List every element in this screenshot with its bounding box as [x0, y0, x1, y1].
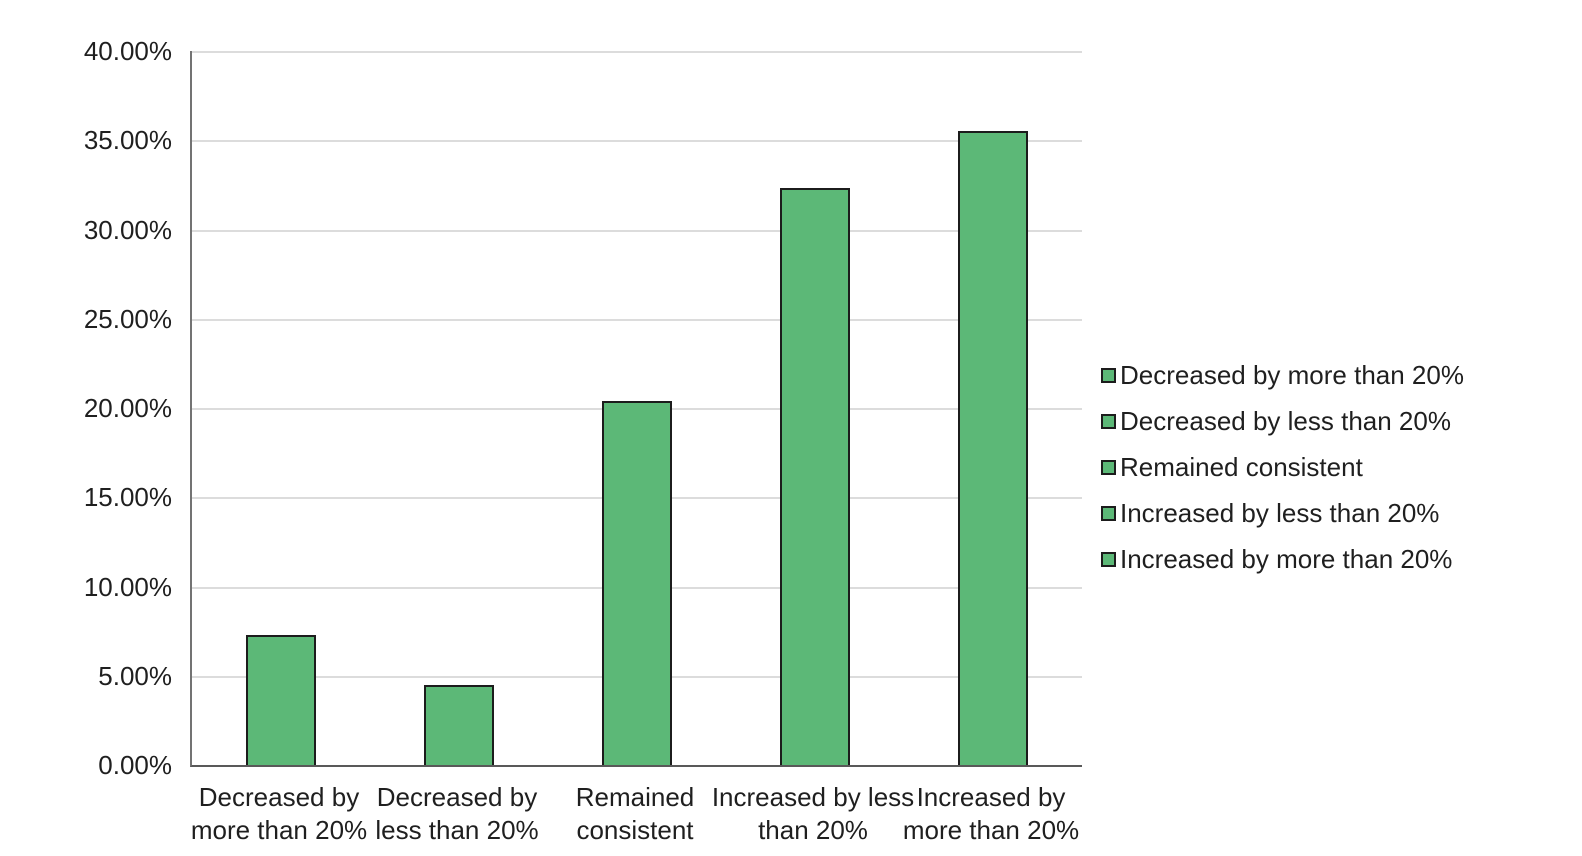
bar-3 [602, 401, 672, 765]
legend-swatch-icon [1101, 413, 1116, 429]
gridline-35 [192, 140, 1082, 142]
x-category-label-line: Increased by less [711, 782, 915, 812]
x-category-label-2: Decreased by less than 20% [317, 781, 597, 847]
x-category-label-4: Increased by less than 20% [673, 781, 953, 847]
legend-swatch-icon [1101, 367, 1116, 383]
legend-item-2: Decreased by less than 20% [1101, 406, 1464, 436]
legend-item-1: Decreased by more than 20% [1101, 360, 1464, 390]
bar-5 [958, 131, 1028, 765]
legend-label: Remained consistent [1120, 452, 1363, 482]
y-tick-label-35: 35.00% [83, 125, 172, 155]
x-category-label-line: than 20% [758, 815, 868, 845]
legend-swatch-icon [1101, 459, 1116, 475]
x-category-label-line: Decreased by [376, 782, 538, 812]
legend-swatch-icon [1101, 505, 1116, 521]
legend-label: Decreased by less than 20% [1120, 406, 1451, 436]
y-tick-label-25: 25.00% [83, 304, 172, 334]
y-tick-label-20: 20.00% [83, 393, 172, 423]
gridline-30 [192, 230, 1082, 232]
y-tick-label-30: 30.00% [83, 215, 172, 245]
x-category-label-line: more than 20% [902, 815, 1080, 845]
x-category-label-1: Decreased by more than 20% [139, 781, 419, 847]
legend-item-5: Increased by more than 20% [1101, 544, 1464, 574]
gridline-40 [192, 51, 1082, 53]
x-category-label-line: Increased by [916, 782, 1066, 812]
bar-2 [424, 685, 494, 765]
legend-label: Decreased by more than 20% [1120, 360, 1464, 390]
x-category-label-line: more than 20% [190, 815, 368, 845]
bar-1 [246, 635, 316, 765]
y-tick-label-5: 5.00% [98, 661, 172, 691]
legend-label: Increased by less than 20% [1120, 498, 1440, 528]
x-category-label-line: Remained [575, 782, 695, 812]
legend-item-3: Remained consistent [1101, 452, 1464, 482]
plot-area [190, 51, 1082, 767]
x-category-label-line: Decreased by [198, 782, 360, 812]
legend-item-4: Increased by less than 20% [1101, 498, 1464, 528]
gridline-25 [192, 319, 1082, 321]
y-tick-label-0: 0.00% [98, 750, 172, 780]
x-category-label-5: Increased by more than 20% [851, 781, 1131, 847]
legend-label: Increased by more than 20% [1120, 544, 1453, 574]
legend-swatch-icon [1101, 551, 1116, 567]
x-category-label-3: Remained consistent [495, 781, 775, 847]
y-tick-label-40: 40.00% [83, 36, 172, 66]
x-category-label-line: consistent [576, 815, 694, 845]
y-tick-label-15: 15.00% [83, 482, 172, 512]
x-category-label-line: less than 20% [375, 815, 539, 845]
y-tick-label-10: 10.00% [83, 572, 172, 602]
legend: Decreased by more than 20% Decreased by l… [1101, 360, 1464, 590]
bar-4 [780, 188, 850, 765]
